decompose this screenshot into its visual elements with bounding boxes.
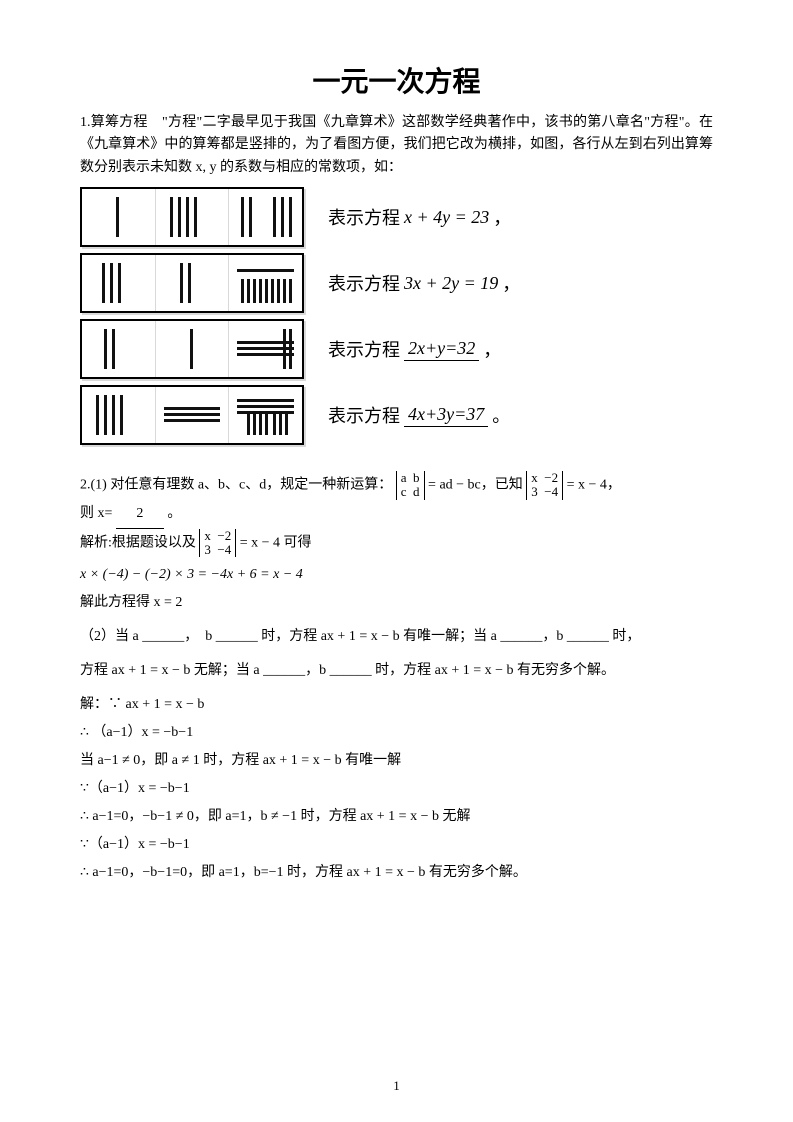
q2-sol-line: 解析:根据题设以及 x −2 3 −4 = x − 4 可得	[80, 529, 713, 558]
label-post: ，	[502, 270, 520, 296]
rod-box-2	[80, 253, 304, 313]
label-post: 。	[492, 402, 510, 428]
det-icon: a b c d	[396, 471, 425, 500]
q2-line1: 2.(1) 对任意有理数 a、b、c、d，规定一种新运算： a b c d = …	[80, 471, 713, 500]
det-a: x	[531, 470, 538, 485]
p2-sol-4: ∴ a−1=0，−b−1 ≠ 0，即 a=1，b ≠ −1 时，方程 ax + …	[80, 803, 713, 831]
det-icon: x −2 3 −4	[526, 471, 563, 500]
det-d: d	[413, 484, 420, 499]
equation-text: 4x+3y=37	[404, 404, 488, 427]
p2-sol-2: 当 a−1 ≠ 0，即 a ≠ 1 时，方程 ax + 1 = x − b 有唯…	[80, 747, 713, 775]
cell	[82, 189, 156, 245]
cell	[229, 321, 302, 377]
p2-line1: （2）当 a ______， b ______ 时，方程 ax + 1 = x …	[80, 623, 713, 651]
rod-box-3	[80, 319, 304, 379]
q2-line2: 则 x= 2 。	[80, 500, 713, 529]
p2-sol-1: ∴ （a−1）x = −b−1	[80, 719, 713, 747]
answer-blank: 2	[116, 500, 164, 529]
page-title: 一元一次方程	[80, 60, 713, 100]
cell	[82, 255, 156, 311]
rod-row-3: 表示方程 2x+y=32 ，	[80, 319, 713, 379]
rod-label-1: 表示方程 x + 4y = 23 ，	[328, 204, 511, 230]
det-c: c	[401, 484, 407, 499]
det-a: x	[204, 528, 211, 543]
rod-label-3: 表示方程 2x+y=32 ，	[328, 336, 501, 362]
cell	[156, 189, 230, 245]
rod-box-4	[80, 385, 304, 445]
q2-mid: = ad − bc，已知	[428, 478, 526, 493]
cell	[229, 387, 302, 443]
rod-row-4: 表示方程 4x+3y=37 。	[80, 385, 713, 445]
rod-label-4: 表示方程 4x+3y=37 。	[328, 402, 510, 428]
equation-text: 3x + 2y = 19	[404, 273, 498, 294]
equation-line: x × (−4) − (−2) × 3 = −4x + 6 = x − 4	[80, 561, 713, 589]
equation-line: 解此方程得 x = 2	[80, 589, 713, 617]
question-2: 2.(1) 对任意有理数 a、b、c、d，规定一种新运算： a b c d = …	[80, 471, 713, 617]
intro-paragraph: 1.算筹方程 "方程"二字最早见于我国《九章算术》这部数学经典著作中，该书的第八…	[80, 112, 713, 179]
label-pre: 表示方程	[328, 270, 400, 296]
q2-line2-text: 则 x=	[80, 506, 116, 521]
q2-pre: 2.(1) 对任意有理数 a、b、c、d，规定一种新运算：	[80, 478, 392, 493]
rod-row-2: 表示方程 3x + 2y = 19 ，	[80, 253, 713, 313]
p2-sol-3: ∵（a−1）x = −b−1	[80, 775, 713, 803]
det-d: −4	[217, 542, 231, 557]
sol-after: = x − 4 可得	[240, 535, 312, 550]
label-pre: 表示方程	[328, 402, 400, 428]
rod-row-1: 表示方程 x + 4y = 23 ，	[80, 187, 713, 247]
rod-box-1	[80, 187, 304, 247]
cell	[229, 189, 302, 245]
det-a: a	[401, 470, 407, 485]
p2-sol-5: ∵（a−1）x = −b−1	[80, 831, 713, 859]
rod-diagrams: 表示方程 x + 4y = 23 ，	[80, 187, 713, 445]
p2-sol-6: ∴ a−1=0，−b−1=0，即 a=1，b=−1 时，方程 ax + 1 = …	[80, 859, 713, 887]
page-number: 1	[0, 1078, 793, 1094]
cell	[156, 387, 230, 443]
period: 。	[167, 506, 181, 521]
rod-label-2: 表示方程 3x + 2y = 19 ，	[328, 270, 520, 296]
sol-pre: 解析:根据题设以及	[80, 535, 199, 550]
label-pre: 表示方程	[328, 336, 400, 362]
label-pre: 表示方程	[328, 204, 400, 230]
q2-after: = x − 4，	[567, 478, 621, 493]
det-b: b	[413, 470, 420, 485]
cell	[156, 321, 230, 377]
p2-line2: 方程 ax + 1 = x − b 无解；当 a ______，b ______…	[80, 657, 713, 685]
cell	[229, 255, 302, 311]
det-c: 3	[531, 484, 538, 499]
p2-sol-0: 解：∵ ax + 1 = x − b	[80, 691, 713, 719]
det-b: −2	[544, 470, 558, 485]
cell	[82, 387, 156, 443]
det-b: −2	[217, 528, 231, 543]
label-post: ，	[483, 336, 501, 362]
equation-text: x + 4y = 23	[404, 207, 489, 228]
det-d: −4	[544, 484, 558, 499]
det-c: 3	[204, 542, 211, 557]
cell	[82, 321, 156, 377]
det-icon: x −2 3 −4	[199, 529, 236, 558]
page: 一元一次方程 1.算筹方程 "方程"二字最早见于我国《九章算术》这部数学经典著作…	[0, 0, 793, 1122]
label-post: ，	[493, 204, 511, 230]
part-2: （2）当 a ______， b ______ 时，方程 ax + 1 = x …	[80, 623, 713, 887]
equation-text: 2x+y=32	[404, 338, 479, 361]
cell	[156, 255, 230, 311]
